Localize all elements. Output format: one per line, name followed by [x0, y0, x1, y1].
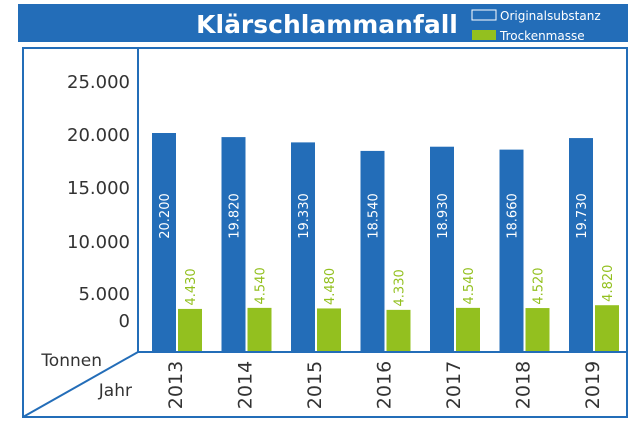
chart-title: Klärschlammanfall — [196, 10, 458, 39]
x-tick-label: 2013 — [165, 361, 187, 409]
legend-swatch-originalsubstanz — [471, 9, 497, 21]
data-label: 4.520 — [532, 267, 547, 304]
data-label: 18.660 — [506, 193, 521, 239]
y-tick-label: 20.000 — [67, 125, 130, 146]
x-tick-label: 2017 — [443, 361, 465, 409]
bar-originalsubstanz-2015 — [291, 142, 315, 351]
x-tick-label: 2014 — [235, 361, 257, 409]
bar-originalsubstanz-2014 — [221, 137, 246, 351]
legend-swatch-trockenmasse — [472, 30, 496, 40]
data-label: 18.930 — [436, 193, 451, 239]
x-tick-label: 2015 — [304, 361, 326, 409]
bar-trockenmasse-2017 — [456, 307, 480, 351]
bar-originalsubstanz-2013 — [152, 133, 176, 351]
y-axis-label: Tonnen — [40, 351, 102, 371]
x-axis-label: Jahr — [98, 381, 132, 401]
bar-originalsubstanz-2018 — [499, 149, 524, 351]
bar-trockenmasse-2014 — [247, 307, 272, 351]
legend-label-originalsubstanz: Originalsubstanz — [500, 9, 601, 23]
data-label: 20.200 — [158, 193, 173, 239]
data-label: 4.480 — [323, 268, 338, 305]
data-label: 4.540 — [254, 267, 269, 304]
data-label: 4.330 — [393, 269, 408, 306]
data-label: 4.820 — [601, 265, 616, 302]
bar-originalsubstanz-2017 — [430, 146, 454, 351]
data-label: 19.820 — [228, 193, 243, 239]
y-tick-label: 10.000 — [67, 232, 130, 253]
data-label: 18.540 — [367, 193, 382, 239]
data-label: 19.330 — [297, 193, 312, 239]
data-label: 4.430 — [184, 268, 199, 305]
data-label: 4.540 — [462, 267, 477, 304]
bar-originalsubstanz-2019 — [569, 138, 593, 351]
corner-diagonal — [22, 351, 139, 418]
bar-originalsubstanz-2016 — [360, 150, 385, 351]
chart-frame — [22, 47, 628, 418]
header-bar — [18, 4, 628, 42]
bar-trockenmasse-2018 — [525, 308, 550, 351]
x-tick-label: 2019 — [582, 361, 604, 409]
bar-trockenmasse-2016 — [386, 309, 411, 351]
bar-trockenmasse-2015 — [317, 308, 341, 351]
y-ticks: 25.000 20.000 15.000 10.000 5.000 0 — [67, 72, 130, 332]
bar-trockenmasse-2019 — [595, 305, 619, 351]
data-label: 19.730 — [575, 193, 590, 239]
y-tick-label: 5.000 — [78, 284, 130, 305]
bar-trockenmasse-2013 — [178, 308, 202, 351]
bars: 20.200 4.430 2013 19.820 4.540 2014 19.330 4.48… — [152, 133, 619, 409]
y-tick-label: 15.000 — [67, 178, 130, 199]
y-tick-label: 0 — [119, 311, 130, 332]
legend-label-trockenmasse: Trockenmasse — [499, 29, 585, 43]
x-tick-label: 2018 — [513, 361, 535, 409]
x-tick-label: 2016 — [374, 361, 396, 409]
y-tick-label: 25.000 — [67, 72, 130, 93]
